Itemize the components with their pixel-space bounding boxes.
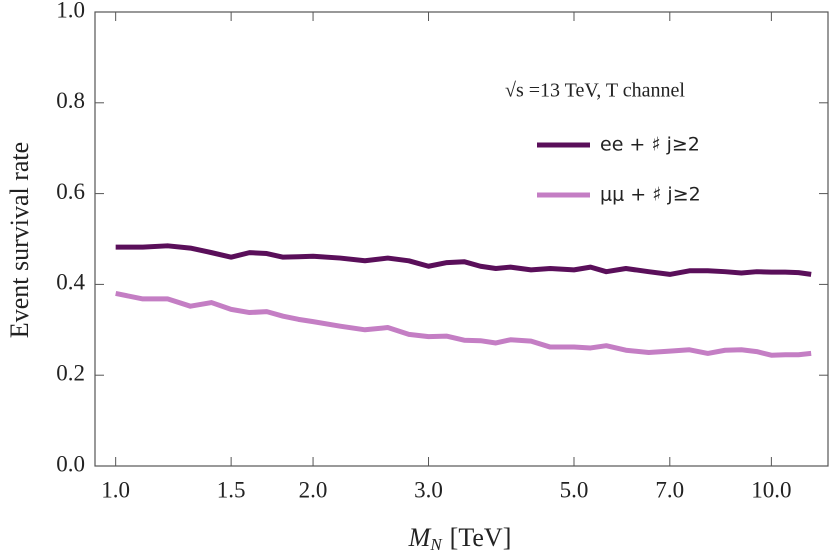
plot-frame	[94, 11, 829, 467]
y-tick-label: 0.0	[56, 451, 85, 476]
x-tick-label: 3.0	[414, 477, 443, 502]
y-axis-label: Event survival rate	[5, 142, 34, 338]
legend-label: ee + ♯ j≥2	[600, 134, 700, 156]
y-tick-label: 0.6	[56, 179, 85, 204]
x-tick-label: 7.0	[655, 477, 684, 502]
x-tick-label: 10.0	[751, 477, 791, 502]
x-label-subscript: N	[429, 535, 443, 554]
x-label-symbol: M	[408, 523, 432, 552]
data-line	[115, 291, 812, 358]
legend-label: μμ + ♯ j≥2	[600, 184, 701, 206]
y-tick-label: 0.8	[56, 88, 85, 113]
x-tick-label: 1.0	[101, 477, 130, 502]
x-label-unit: [TeV]	[450, 523, 512, 552]
x-tick-label: 1.5	[217, 477, 246, 502]
y-tick-label: 0.4	[56, 270, 85, 295]
y-tick-label: 1.0	[56, 0, 85, 22]
data-line	[115, 243, 812, 277]
y-tick-label: 0.2	[56, 360, 85, 385]
x-tick-label: 2.0	[299, 477, 328, 502]
annotation: √s =13 TeV, T channel	[505, 80, 685, 102]
x-axis-label: MN [TeV]	[408, 523, 512, 554]
x-tick-label: 5.0	[560, 477, 589, 502]
